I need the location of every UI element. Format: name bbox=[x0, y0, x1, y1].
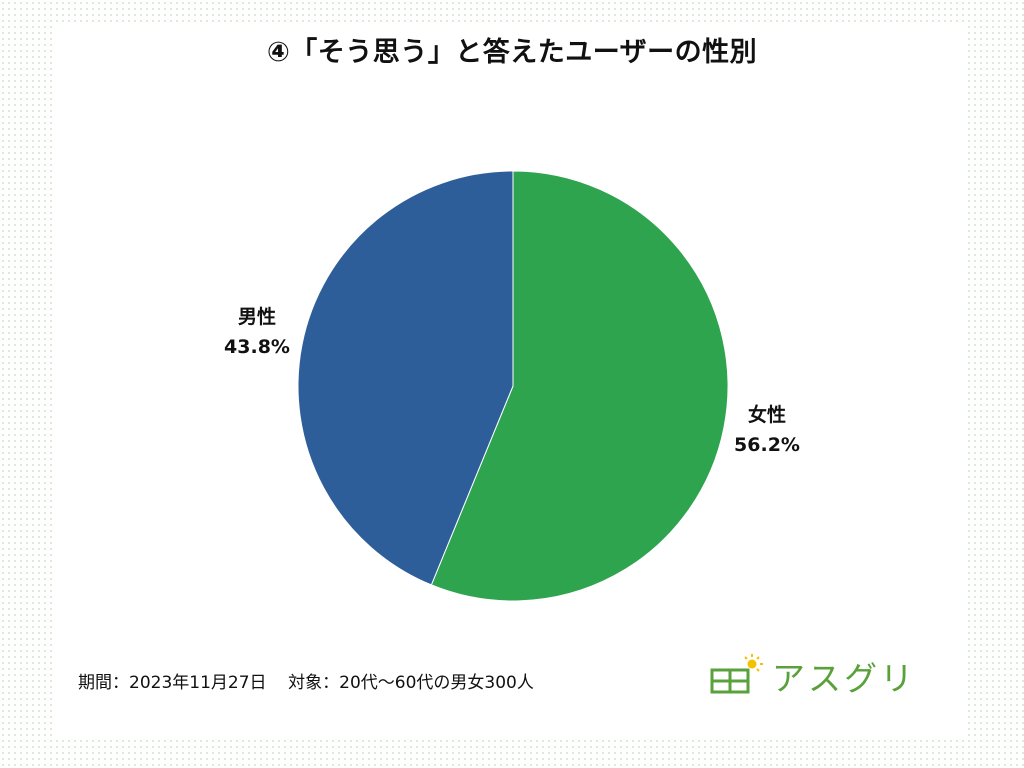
survey-footer: 期間：2023年11月27日 対象：20代〜60代の男女300人 bbox=[78, 668, 534, 693]
target-label: 対象： bbox=[288, 673, 340, 693]
building-sun-icon bbox=[710, 654, 763, 694]
pie-slice-female bbox=[430, 170, 729, 602]
target-value: 20代〜60代の男女300人 bbox=[339, 673, 534, 693]
slice-label-female: 女性 56.2% bbox=[722, 400, 812, 460]
brand-name: アスグリ bbox=[772, 659, 916, 698]
period-label: 期間： bbox=[78, 673, 129, 693]
period-value: 2023年11月27日 bbox=[129, 673, 267, 693]
chart-title: ④「そう思う」と答えたユーザーの性別 bbox=[266, 37, 758, 68]
slice-label-male: 男性 43.8% bbox=[212, 302, 302, 362]
slice-label-male-name: 男性 bbox=[237, 306, 276, 328]
slice-label-female-name: 女性 bbox=[747, 404, 786, 426]
slice-label-male-value: 43.8% bbox=[224, 336, 290, 358]
pie-slice-male bbox=[297, 170, 514, 586]
slice-label-female-value: 56.2% bbox=[734, 434, 800, 456]
brand-logo: アスグリ bbox=[708, 652, 916, 700]
